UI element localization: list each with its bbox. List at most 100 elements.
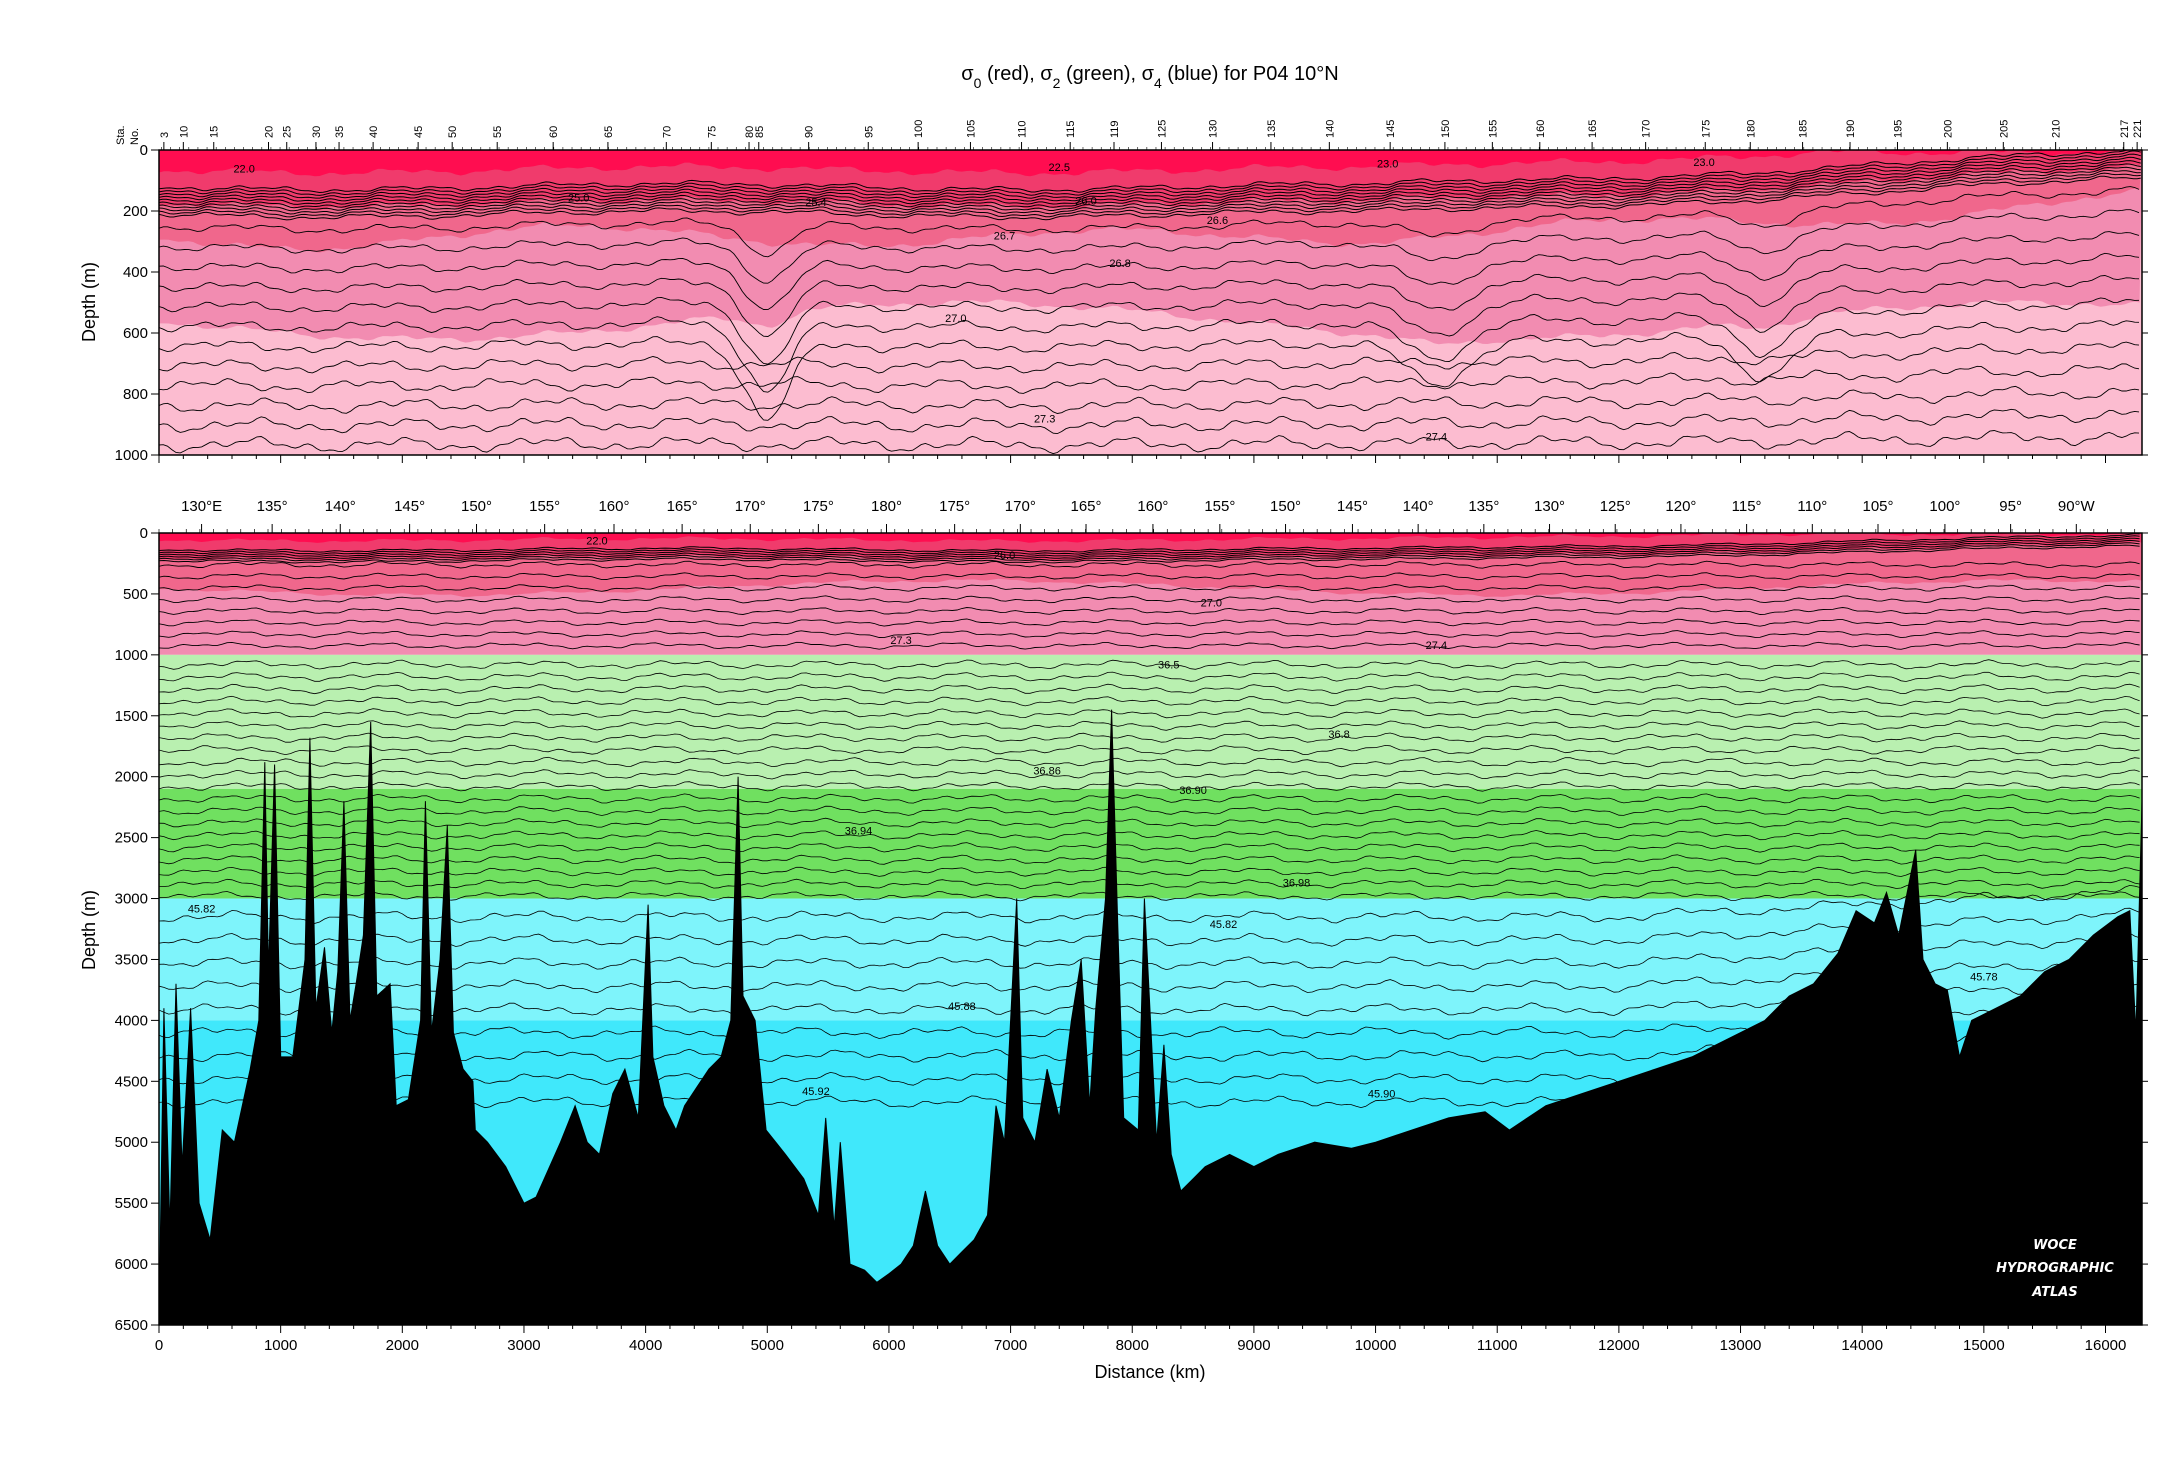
bottom-sigma0-contour bbox=[159, 595, 2140, 604]
bottom-contour-label: 36.94 bbox=[845, 825, 873, 837]
bottom-sigma0-band bbox=[159, 533, 2142, 543]
station-label: 3 bbox=[159, 132, 171, 138]
top-ylabel: Depth (m) bbox=[79, 262, 99, 342]
bottom-layer-1 bbox=[159, 654, 2142, 789]
station-label: 65 bbox=[603, 126, 615, 138]
bottom-ytick-label: 1500 bbox=[115, 708, 148, 725]
lon-label: 95° bbox=[1999, 498, 2022, 515]
top-deep-contour bbox=[159, 275, 2140, 365]
lon-label: 135° bbox=[257, 498, 288, 515]
station-label: 130 bbox=[1208, 120, 1220, 138]
top-deep-contour bbox=[159, 252, 2140, 337]
bottom-contour-label: 45.90 bbox=[1368, 1088, 1396, 1100]
bottom-contour-label: 45.82 bbox=[188, 903, 216, 915]
lon-label: 105° bbox=[1862, 498, 1893, 515]
station-label: 40 bbox=[368, 126, 380, 138]
bottom-sigma4-contour bbox=[159, 907, 2140, 947]
bottom-ytick-label: 4500 bbox=[115, 1073, 148, 1090]
watermark-line-3: ATLAS bbox=[2031, 1285, 2077, 1300]
station-label: 15 bbox=[209, 126, 221, 138]
station-label: 185 bbox=[1798, 120, 1810, 138]
lon-label: 140° bbox=[325, 498, 356, 515]
lon-label: 155° bbox=[1204, 498, 1235, 515]
lon-label: 120° bbox=[1665, 498, 1696, 515]
station-label: 105 bbox=[965, 120, 977, 138]
bottom-thermocline-contour bbox=[159, 533, 2140, 553]
top-contour-label: 25.0 bbox=[568, 192, 589, 204]
bottom-contour-label: 45.88 bbox=[948, 1001, 976, 1013]
bottom-sigma2-contour bbox=[159, 866, 2140, 877]
lon-label: 140° bbox=[1403, 498, 1434, 515]
station-label: 95 bbox=[863, 126, 875, 138]
lon-label: 165° bbox=[667, 498, 698, 515]
station-label: 50 bbox=[447, 126, 459, 138]
station-label: 30 bbox=[311, 126, 323, 138]
bottom-sigma2-contour bbox=[159, 890, 2140, 902]
station-label: 210 bbox=[2051, 120, 2063, 138]
lon-label: 155° bbox=[529, 498, 560, 515]
station-label: 190 bbox=[1845, 120, 1857, 138]
station-label: 140 bbox=[1324, 120, 1336, 138]
station-label: 75 bbox=[706, 126, 718, 138]
top-ytick-label: 400 bbox=[123, 264, 148, 281]
station-label: 125 bbox=[1156, 120, 1168, 138]
lon-label: 130° bbox=[1534, 498, 1565, 515]
bottom-sigma4-contour bbox=[159, 931, 2140, 971]
top-contour-label: 27.3 bbox=[1034, 413, 1055, 425]
lon-label: 135° bbox=[1468, 498, 1499, 515]
station-label: 70 bbox=[661, 126, 673, 138]
top-deep-contour bbox=[159, 363, 2140, 394]
top-thermocline-contour bbox=[159, 156, 2141, 202]
bottom-contour-label: 36.5 bbox=[1158, 660, 1179, 672]
bottom-ytick-label: 4000 bbox=[115, 1012, 148, 1029]
top-deep-contour bbox=[159, 186, 2140, 258]
lon-label: 110° bbox=[1797, 498, 1827, 515]
top-thermocline-contour bbox=[159, 166, 2141, 212]
top-contour-label: 26.0 bbox=[1075, 195, 1096, 207]
station-label: 119 bbox=[1109, 120, 1121, 138]
top-panel: 0 200 400 600 800 1000 3 10 15 20 25 30 35 40 45 50 55 60… bbox=[79, 120, 2148, 464]
top-thermocline-contour bbox=[159, 169, 2141, 215]
bottom-xtick-label: 10000 bbox=[1355, 1337, 1397, 1354]
station-label: 55 bbox=[492, 126, 504, 138]
bottom-sigma2-contour bbox=[159, 659, 2140, 670]
bottom-xtick-label: 14000 bbox=[1841, 1337, 1883, 1354]
station-label-no: No. bbox=[129, 128, 141, 145]
bottom-ytick-label: 2000 bbox=[115, 769, 148, 786]
top-density-band bbox=[159, 150, 2142, 177]
station-label: 200 bbox=[1942, 120, 1954, 138]
bottom-thermocline-contour bbox=[159, 544, 2140, 564]
top-deep-contour bbox=[159, 385, 2140, 414]
bottom-xtick-label: 0 bbox=[155, 1337, 163, 1354]
bottom-panel: 0 500 1000 1500 2000 2500 3000 3500 4000 4500 5000… bbox=[79, 498, 2148, 1382]
bottom-plot-frame bbox=[158, 532, 2143, 1326]
station-label: 135 bbox=[1266, 120, 1278, 138]
station-label: 195 bbox=[1893, 120, 1905, 138]
top-ytick-label: 600 bbox=[123, 325, 148, 342]
bottom-contour-label: 36.98 bbox=[1283, 878, 1311, 890]
bottom-sigma2-contour bbox=[159, 756, 2140, 768]
top-thermocline-contour bbox=[159, 172, 2141, 218]
bottom-contour-label: 27.4 bbox=[1426, 640, 1447, 652]
bottom-thermocline-contour bbox=[159, 537, 2140, 557]
station-label: 115 bbox=[1065, 120, 1077, 138]
top-contour-label: 25.4 bbox=[805, 197, 826, 209]
bottom-sigma0-contour bbox=[159, 641, 2140, 650]
station-label: 170 bbox=[1641, 120, 1653, 138]
bottom-ytick-label: 3000 bbox=[115, 891, 148, 908]
station-label: 80 bbox=[744, 126, 756, 138]
station-label: 100 bbox=[913, 120, 925, 138]
bottom-contour-label: 45.78 bbox=[1970, 972, 1998, 984]
bottom-xtick-label: 16000 bbox=[2085, 1337, 2127, 1354]
top-density-fill bbox=[159, 150, 2142, 455]
bottom-sigma2-contour bbox=[159, 878, 2140, 889]
top-contour-label: 23.0 bbox=[1377, 159, 1398, 171]
bottom-sigma2-contour bbox=[159, 854, 2140, 865]
bottom-xtick-label: 6000 bbox=[872, 1337, 905, 1354]
station-label: 35 bbox=[334, 126, 346, 138]
bottom-thermocline-contour bbox=[159, 535, 2140, 555]
bottom-sigma2-contour bbox=[159, 793, 2140, 804]
bottom-sigma2-contour bbox=[159, 817, 2140, 829]
lon-label: 160° bbox=[598, 498, 629, 515]
